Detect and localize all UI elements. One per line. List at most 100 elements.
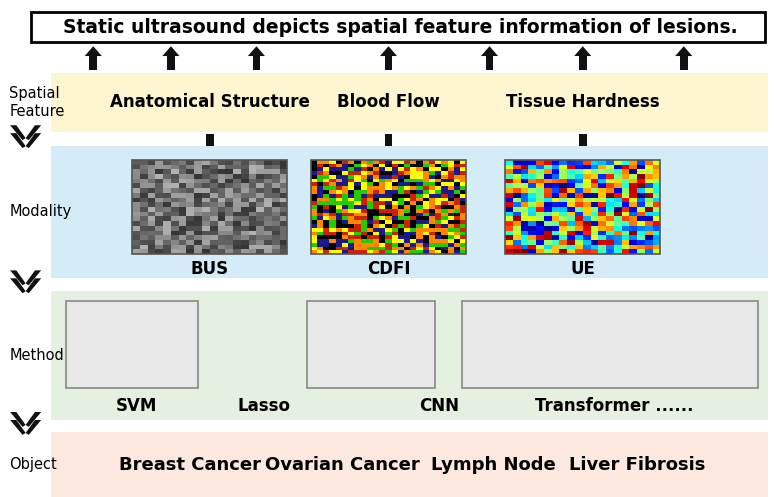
Bar bbox=[528, 169, 536, 174]
Bar bbox=[435, 213, 441, 216]
Bar bbox=[505, 193, 513, 197]
Bar bbox=[423, 160, 429, 164]
Bar bbox=[171, 212, 179, 216]
Bar bbox=[272, 174, 280, 178]
Bar bbox=[559, 235, 567, 240]
Bar bbox=[194, 240, 202, 245]
Bar bbox=[591, 221, 598, 226]
Bar bbox=[202, 160, 210, 165]
Bar bbox=[429, 194, 435, 197]
Bar bbox=[637, 235, 645, 240]
Bar bbox=[429, 186, 435, 190]
Bar bbox=[575, 169, 583, 174]
Bar bbox=[448, 235, 454, 239]
Bar bbox=[416, 213, 423, 216]
Bar bbox=[591, 249, 598, 254]
Bar bbox=[348, 235, 354, 239]
Bar bbox=[429, 213, 435, 216]
Bar bbox=[171, 174, 179, 178]
Bar bbox=[186, 183, 194, 188]
Bar bbox=[329, 201, 336, 205]
Bar bbox=[179, 235, 186, 240]
Bar bbox=[171, 160, 179, 165]
Bar bbox=[218, 207, 225, 212]
Bar bbox=[132, 193, 140, 197]
Bar bbox=[567, 178, 575, 183]
Bar bbox=[132, 183, 140, 188]
Bar bbox=[429, 232, 435, 235]
Bar bbox=[241, 216, 249, 221]
Bar bbox=[429, 250, 435, 254]
Bar bbox=[361, 175, 367, 178]
Bar bbox=[249, 202, 256, 207]
Bar bbox=[280, 221, 287, 226]
Bar bbox=[513, 188, 521, 193]
Bar bbox=[179, 245, 186, 249]
Bar bbox=[256, 245, 264, 249]
Bar bbox=[163, 212, 171, 216]
Bar bbox=[448, 232, 454, 235]
Bar bbox=[367, 194, 373, 197]
Bar bbox=[354, 175, 361, 178]
Bar bbox=[241, 212, 249, 216]
Bar bbox=[385, 201, 392, 205]
Bar bbox=[233, 249, 241, 254]
Bar bbox=[614, 207, 622, 212]
Bar bbox=[622, 183, 629, 188]
Bar bbox=[179, 178, 186, 183]
Bar bbox=[598, 226, 606, 231]
Bar bbox=[202, 183, 210, 188]
Bar bbox=[186, 249, 194, 254]
Bar bbox=[210, 188, 218, 193]
Bar bbox=[606, 249, 614, 254]
Bar bbox=[575, 240, 583, 245]
Bar bbox=[567, 226, 575, 231]
Bar bbox=[629, 235, 637, 240]
Bar bbox=[441, 224, 448, 228]
Bar bbox=[210, 235, 218, 240]
Bar bbox=[536, 226, 544, 231]
Bar bbox=[233, 169, 241, 174]
Bar bbox=[385, 224, 392, 228]
Bar bbox=[264, 207, 272, 212]
Bar bbox=[423, 247, 429, 250]
Bar bbox=[385, 235, 392, 239]
Bar bbox=[179, 249, 186, 254]
Bar bbox=[361, 213, 367, 216]
Bar bbox=[629, 231, 637, 235]
Bar bbox=[354, 216, 361, 220]
Bar bbox=[264, 221, 272, 226]
Bar bbox=[155, 240, 163, 245]
Bar bbox=[272, 202, 280, 207]
Bar bbox=[323, 194, 329, 197]
Bar bbox=[272, 165, 280, 169]
Bar bbox=[361, 235, 367, 239]
Bar bbox=[423, 175, 429, 178]
Bar bbox=[373, 164, 379, 167]
Bar bbox=[505, 174, 513, 178]
Bar bbox=[354, 182, 361, 186]
Bar bbox=[249, 245, 256, 249]
Bar bbox=[410, 209, 416, 213]
FancyBboxPatch shape bbox=[51, 432, 768, 497]
Bar bbox=[591, 169, 598, 174]
Bar bbox=[210, 221, 218, 226]
Bar bbox=[448, 216, 454, 220]
Bar bbox=[354, 197, 361, 201]
Bar bbox=[323, 171, 329, 175]
Bar bbox=[256, 249, 264, 254]
Bar bbox=[598, 221, 606, 226]
Bar bbox=[148, 240, 155, 245]
Bar bbox=[132, 235, 140, 240]
Bar bbox=[348, 190, 354, 194]
Bar bbox=[435, 186, 441, 190]
Bar bbox=[225, 207, 233, 212]
Bar bbox=[505, 207, 513, 212]
Bar bbox=[645, 174, 653, 178]
Bar bbox=[392, 220, 398, 224]
Bar bbox=[348, 250, 354, 254]
Bar bbox=[544, 216, 552, 221]
Bar bbox=[460, 190, 466, 194]
Bar bbox=[606, 197, 614, 202]
Bar bbox=[186, 245, 194, 249]
